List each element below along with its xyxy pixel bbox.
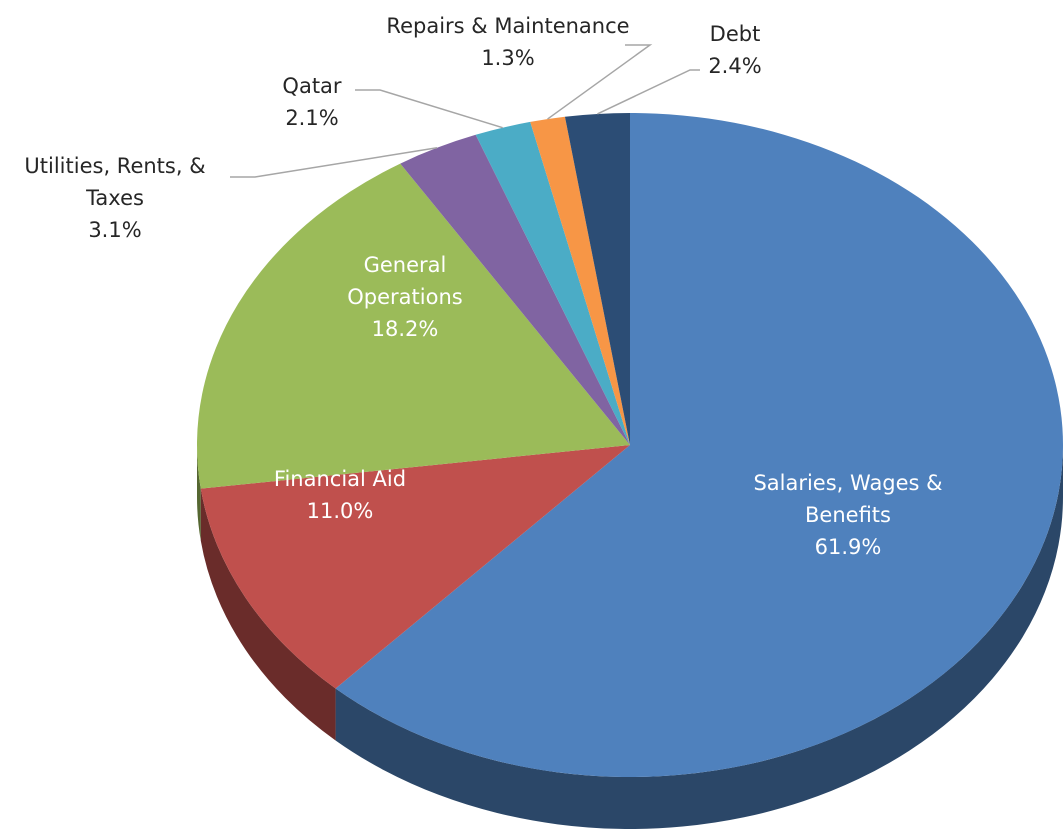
leader-line [230,147,438,178]
slice [400,134,630,445]
slice-side [335,445,1063,830]
slice [530,116,630,445]
leader-line [597,69,700,115]
value-label: 1.3% [481,46,534,70]
category-label: Salaries, Wages & Benefits [753,471,942,527]
category-label: Repairs & Maintenance [386,14,629,38]
value-label: 2.4% [708,54,761,78]
category-label: Qatar [282,74,342,98]
slice [197,163,630,489]
value-label: 3.1% [88,218,141,242]
slice [335,113,1064,777]
slice [564,113,630,445]
category-label: General Operations [347,253,462,309]
leader-line [355,89,503,129]
category-label: Financial Aid [274,467,406,491]
slice-side [197,445,201,541]
value-label: 18.2% [372,317,439,341]
category-label: Utilities, Rents, & Taxes [24,154,205,210]
leader-line [547,44,653,120]
slice [200,445,630,689]
slice [475,121,630,445]
value-label: 11.0% [307,499,374,523]
value-label: 61.9% [815,535,882,559]
slice-side [200,488,336,741]
category-label: Debt [710,22,761,46]
value-label: 2.1% [285,106,338,130]
